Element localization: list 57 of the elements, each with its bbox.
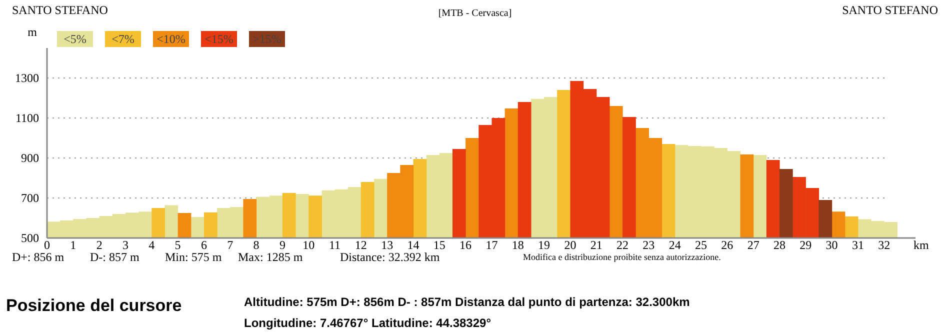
x-tick-label: 26 bbox=[721, 238, 734, 252]
text: Longitudine: 7.46767° Latitudine: 44.38329° bbox=[244, 316, 492, 330]
text: <10% bbox=[156, 32, 186, 46]
text: SANTO STEFANO bbox=[12, 3, 108, 17]
text: <7% bbox=[112, 32, 134, 46]
x-tick-label: 24 bbox=[668, 238, 681, 252]
x-tick-label: 14 bbox=[407, 238, 420, 252]
text: Distance: 32.392 km bbox=[340, 250, 440, 264]
y-tick-label: 900 bbox=[21, 151, 39, 166]
x-tick-label: 9 bbox=[279, 238, 286, 252]
x-tick-label: 7 bbox=[227, 238, 234, 252]
x-tick-label: 8 bbox=[253, 238, 260, 252]
text: Altitudine: 575m D+: 856m D- : 857m Distanza dal punto di partenza: 32.300km bbox=[244, 295, 690, 309]
x-tick-label: 28 bbox=[773, 238, 786, 252]
x-tick-label: 15 bbox=[433, 238, 446, 252]
y-tick-label: 500 bbox=[21, 231, 39, 246]
x-tick-label: 16 bbox=[460, 238, 472, 252]
x-tick-label: 0 bbox=[44, 238, 50, 252]
x-tick-label: 13 bbox=[381, 238, 394, 252]
x-tick-label: 32 bbox=[878, 238, 890, 252]
y-tick-label: 1300 bbox=[15, 71, 39, 86]
text: SANTO STEFANO bbox=[842, 3, 938, 17]
x-tick-label: 2 bbox=[96, 238, 102, 252]
x-tick-label: 29 bbox=[800, 238, 812, 252]
x-tick-label: 12 bbox=[354, 238, 367, 252]
y-tick-label: 1100 bbox=[15, 111, 39, 126]
x-tick-label: 5 bbox=[174, 238, 181, 252]
x-tick-label: 20 bbox=[564, 238, 576, 252]
y-tick-label: 700 bbox=[21, 191, 39, 206]
text: D+: 856 m bbox=[12, 250, 65, 264]
text: Min: 575 m bbox=[165, 250, 222, 264]
x-tick-label: 30 bbox=[826, 238, 838, 252]
x-tick-label: 22 bbox=[616, 238, 629, 252]
y-axis-title: m bbox=[28, 25, 38, 39]
chart-title: [MTB - Cervasca] bbox=[438, 8, 512, 19]
text: <15% bbox=[204, 32, 234, 46]
x-tick-label: 31 bbox=[852, 238, 864, 252]
x-tick-label: 18 bbox=[512, 238, 524, 252]
x-tick-label: 21 bbox=[590, 238, 602, 252]
text: Modifica e distribuzione proibite senza autorizzazione. bbox=[523, 252, 721, 262]
text: >15% bbox=[252, 32, 282, 46]
x-tick-label: 1 bbox=[70, 238, 76, 252]
x-tick-label: 25 bbox=[695, 238, 707, 252]
x-tick-label: 10 bbox=[302, 238, 315, 252]
x-tick-label: 19 bbox=[538, 238, 550, 252]
x-tick-label: 27 bbox=[747, 238, 760, 252]
x-tick-label: 17 bbox=[486, 238, 498, 252]
text: D-: 857 m bbox=[90, 250, 140, 264]
x-tick-label: 23 bbox=[642, 238, 655, 252]
text: <5% bbox=[64, 32, 86, 46]
x-tick-label: 6 bbox=[200, 238, 207, 252]
x-axis-title: km bbox=[914, 238, 930, 252]
text: Max: 1285 m bbox=[238, 250, 304, 264]
text: Posizione del cursore bbox=[6, 296, 182, 315]
x-tick-label: 3 bbox=[122, 238, 128, 252]
x-tick-label: 4 bbox=[148, 238, 155, 252]
x-tick-label: 11 bbox=[328, 238, 341, 252]
